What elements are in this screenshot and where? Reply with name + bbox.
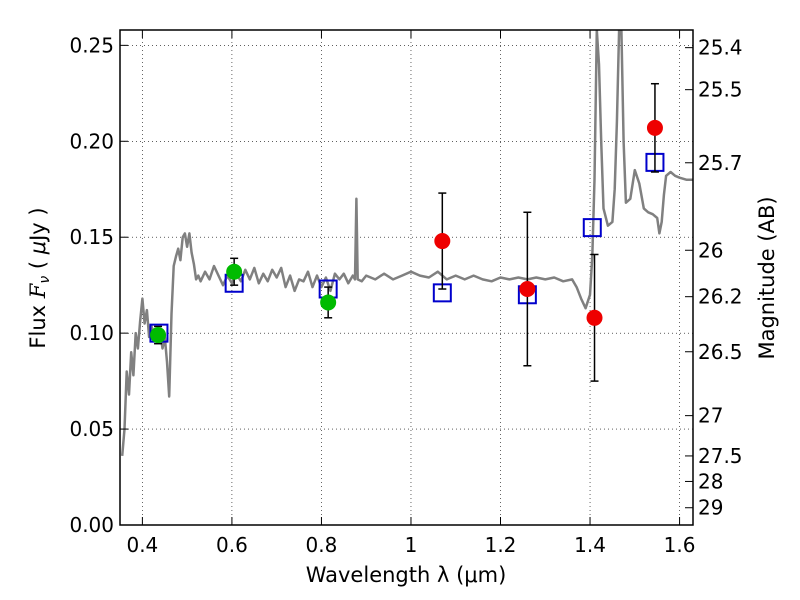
- nir-photometry-point: [646, 119, 663, 136]
- y-tick-label: 0.15: [69, 225, 114, 249]
- x-tick-label: 0.6: [216, 533, 248, 557]
- nir-photometry-point: [519, 281, 536, 298]
- x-tick-label: 1.2: [485, 533, 517, 557]
- spectrum-line: [120, 30, 693, 457]
- grid: [120, 30, 693, 526]
- optical-photometry-point: [150, 327, 167, 344]
- ticks: 0.4 0.6 0.8 1 1.2 1.4 1.6 0.00 0.05 0.10 0.15 0.20 0…: [69, 30, 743, 557]
- x-tick-label: 1.4: [574, 533, 606, 557]
- x-axis-label: Wavelength λ (μm): [306, 563, 507, 587]
- y-label-mu: μ: [26, 241, 50, 255]
- x-tick-label: 1.6: [664, 533, 696, 557]
- y-tick-label: 0.10: [69, 321, 114, 345]
- optical-photometry-point: [226, 263, 243, 280]
- y-axis-label: Flux Fν ( μJy ): [26, 207, 53, 348]
- y-tick-label: 0.00: [69, 513, 114, 537]
- x-tick-label: 0.4: [126, 533, 158, 557]
- x-tick-label: 1: [405, 533, 418, 557]
- y2-axis-label: Magnitude (AB): [755, 196, 779, 359]
- y2-tick-label: 25.4: [698, 36, 743, 60]
- x-tick-label: 0.8: [306, 533, 338, 557]
- plot-frame: [119, 29, 694, 526]
- y-tick-label: 0.25: [69, 33, 114, 57]
- y-label-prefix: Flux: [26, 298, 50, 348]
- y-tick-label: 0.05: [69, 417, 114, 441]
- optical-photometry-point: [320, 294, 337, 311]
- y-label-var: F: [26, 282, 50, 299]
- y2-tick-label: 26.5: [698, 340, 743, 364]
- y2-tick-label: 28: [698, 469, 723, 493]
- y2-tick-label: 27.5: [698, 444, 743, 468]
- model-square-point: [582, 218, 602, 238]
- series-group: [120, 30, 693, 457]
- nir-photometry-point: [586, 309, 603, 326]
- y2-tick-label: 27: [698, 404, 723, 428]
- y-tick-label: 0.20: [69, 129, 114, 153]
- y2-tick-label: 26.2: [698, 285, 743, 309]
- nir-photometry-point: [434, 233, 451, 250]
- y-label-mid: (: [26, 254, 50, 276]
- y2-tick-label: 26: [698, 238, 723, 262]
- y-label-sub: ν: [37, 276, 53, 284]
- y-label-unit: Jy ): [26, 207, 50, 243]
- y2-tick-label: 29: [698, 496, 723, 520]
- y2-tick-label: 25.5: [698, 78, 743, 102]
- y2-tick-label: 25.7: [698, 151, 743, 175]
